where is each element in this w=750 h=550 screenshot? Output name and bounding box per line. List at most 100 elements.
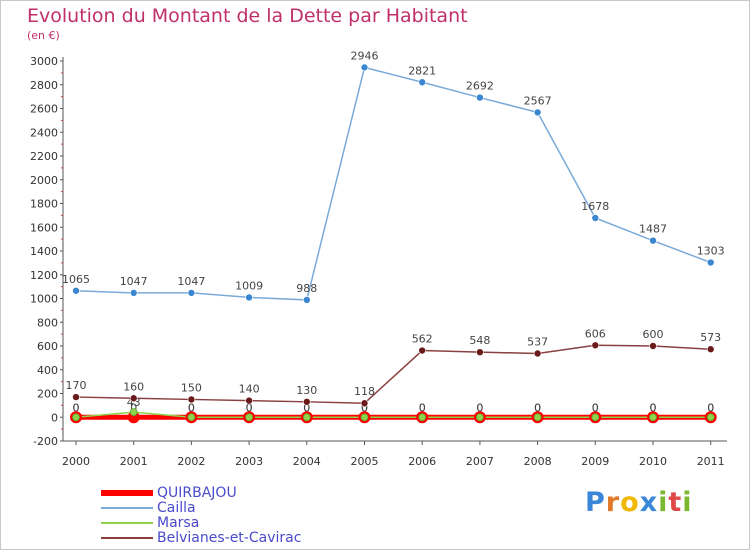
data-point (302, 413, 311, 422)
data-point (302, 296, 311, 304)
logo-letter: r (605, 487, 621, 518)
data-label: 562 (412, 333, 433, 346)
chart-title: Evolution du Montant de la Dette par Hab… (27, 5, 468, 27)
data-label: 1009 (235, 279, 263, 292)
data-point (533, 413, 542, 422)
data-point (533, 349, 542, 358)
x-tick-label: 2002 (177, 455, 205, 468)
logo-letter: i (682, 487, 693, 518)
y-tick-label: 1400 (30, 245, 58, 258)
x-tick-label: 2000 (62, 455, 90, 468)
data-point (706, 413, 715, 422)
data-label: 130 (296, 384, 317, 397)
data-label: 0 (303, 401, 310, 414)
y-tick-label: -200 (33, 435, 58, 448)
data-label: 118 (354, 385, 375, 398)
data-point (649, 236, 657, 245)
x-tick-label: 2004 (293, 455, 321, 468)
x-tick-label: 2010 (639, 455, 667, 468)
data-point (418, 78, 427, 87)
data-label: 0 (534, 401, 541, 414)
data-point (360, 63, 369, 72)
data-label: 0 (650, 401, 657, 414)
data-point (72, 413, 80, 422)
x-tick-label: 2005 (351, 455, 379, 468)
data-label: 0 (246, 401, 253, 414)
data-point (245, 413, 254, 422)
data-point (245, 293, 253, 302)
data-label: 0 (592, 401, 599, 414)
data-point (418, 346, 427, 355)
data-point (129, 394, 138, 403)
logo-letter: t (668, 487, 683, 518)
data-label: 2692 (466, 80, 494, 93)
y-tick-label: 2600 (30, 103, 58, 116)
data-label: 1487 (639, 223, 667, 236)
series-line (75, 411, 711, 418)
data-point (533, 108, 542, 117)
data-label: 548 (469, 334, 490, 347)
data-point (187, 289, 196, 297)
data-point (360, 399, 369, 408)
data-label: 0 (476, 401, 483, 414)
data-label: 1303 (697, 245, 725, 258)
y-tick-label: 200 (37, 388, 58, 401)
data-point (591, 214, 600, 222)
x-tick-label: 2009 (581, 455, 609, 468)
logo-letter: i (658, 487, 669, 518)
data-point (706, 258, 715, 267)
x-tick-label: 2007 (466, 455, 494, 468)
data-label: 0 (188, 401, 195, 414)
y-tick-label: 2800 (30, 79, 58, 92)
data-point (475, 413, 484, 422)
x-tick-label: 2001 (120, 455, 148, 468)
data-point (476, 93, 484, 102)
data-label: 988 (296, 282, 317, 295)
data-label: 170 (66, 379, 87, 392)
data-label: 1047 (120, 275, 148, 288)
legend-label: Marsa (157, 515, 200, 531)
x-tick-label: 2011 (697, 455, 725, 468)
data-label: 2946 (351, 49, 379, 62)
series-line (75, 66, 711, 301)
x-tick-label: 2006 (408, 455, 436, 468)
data-point (418, 413, 427, 422)
data-point (302, 398, 311, 406)
data-point (129, 289, 138, 297)
legend-swatch (101, 537, 153, 539)
data-label: 606 (585, 327, 606, 340)
y-tick-label: 1800 (30, 198, 58, 211)
data-label: 0 (73, 401, 80, 414)
legend-swatch (101, 490, 153, 496)
data-label: 0 (592, 401, 599, 414)
data-label: 1047 (177, 275, 205, 288)
legend-swatch (101, 522, 153, 524)
data-point (706, 345, 715, 354)
data-label: 1065 (62, 273, 90, 286)
data-label: 537 (527, 335, 548, 348)
data-label: 0 (650, 401, 657, 414)
data-point (187, 413, 196, 422)
data-point (72, 286, 80, 295)
y-tick-label: 0 (51, 411, 58, 424)
logo-letter: o (620, 487, 640, 518)
data-label: 0 (361, 401, 368, 414)
data-label: 600 (643, 328, 664, 341)
logo-letter: P (585, 487, 606, 518)
data-point (72, 393, 80, 401)
y-tick-label: 2000 (30, 174, 58, 187)
data-label: 0 (73, 401, 80, 414)
data-point (360, 413, 369, 422)
data-label: 0 (303, 401, 310, 414)
legend-label: Cailla (157, 500, 196, 516)
chart-unit: (en €) (27, 29, 60, 42)
data-point (476, 348, 484, 356)
data-point (591, 413, 600, 422)
y-tick-label: 1000 (30, 293, 58, 306)
data-point (187, 395, 196, 404)
data-label: 0 (130, 401, 137, 414)
series-line (75, 344, 711, 404)
data-label: 0 (246, 401, 253, 414)
data-label: 2821 (408, 64, 436, 77)
y-tick-label: 2400 (30, 126, 58, 139)
